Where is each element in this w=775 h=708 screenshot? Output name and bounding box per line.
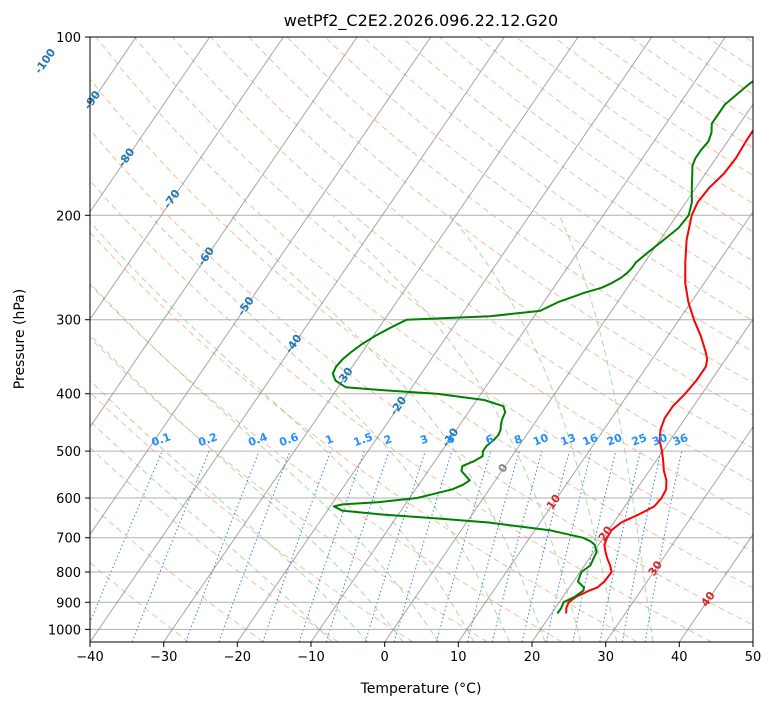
isotherm-line: [90, 37, 505, 642]
mixing-ratio-label: 0.2: [197, 430, 220, 449]
y-tick-label: 800: [56, 566, 81, 581]
x-tick-label: 40: [671, 650, 688, 665]
mixing-ratio-line: [621, 450, 662, 642]
moist-adiabat: [90, 379, 369, 642]
moist-adiabat: [90, 420, 333, 642]
mixing-ratio-label: 1: [324, 432, 336, 447]
mixing-ratio-label: 16: [581, 431, 600, 449]
y-tick-label: 100: [56, 31, 81, 46]
mixing-ratio-label: 0.4: [247, 430, 270, 449]
isotherm-line: [90, 37, 432, 536]
mixing-ratio-line: [262, 450, 332, 642]
x-tick-label: −20: [224, 650, 251, 665]
moist-adiabat: [90, 334, 404, 642]
x-tick-label: −40: [76, 650, 103, 665]
isotherm-line: [236, 37, 653, 642]
mixing-ratio-label: 36: [671, 431, 690, 449]
x-tick-label: 10: [450, 650, 467, 665]
dry-adiabat: [210, 37, 753, 449]
mixing-ratio-line: [393, 450, 453, 642]
mixing-ratio-line: [521, 450, 570, 642]
x-tick-label: 30: [597, 650, 614, 665]
dry-adiabat: [90, 128, 753, 626]
y-tick-label: 700: [56, 532, 81, 547]
dry-adiabat: [248, 37, 753, 416]
mixing-ratio-label: 1.5: [352, 430, 375, 449]
moist-adiabat: [332, 214, 582, 642]
mixing-ratio-line: [572, 450, 617, 642]
dry-adiabat: [90, 337, 488, 642]
x-axis-label: Temperature (°C): [360, 681, 482, 697]
isotherm-line: [678, 533, 753, 642]
dry-adiabat: [90, 503, 264, 642]
mixing-ratio-line: [467, 450, 520, 642]
mixing-ratio-label: 0.1: [150, 430, 173, 449]
mixing-ratio-line: [644, 450, 683, 642]
x-tick-label: 0: [381, 650, 389, 665]
y-tick-label: 400: [56, 388, 81, 403]
y-tick-label: 200: [56, 209, 81, 224]
dry-adiabat: [90, 179, 712, 642]
mixing-ratio-line: [599, 450, 641, 642]
mixing-ratio-label: 8: [512, 432, 524, 447]
temperature-profile-line: [565, 128, 753, 614]
isotherm-line: [531, 318, 753, 642]
moist-adiabat: [558, 215, 654, 642]
mixing-ratio-label: 3: [418, 432, 430, 447]
y-tick-label: 300: [56, 314, 81, 329]
dry-adiabat: [90, 78, 753, 589]
x-tick-label: 20: [524, 650, 541, 665]
dry-adiabat: [134, 37, 753, 517]
y-tick-label: 500: [56, 445, 81, 460]
dry-adiabat: [95, 37, 753, 553]
dry-adiabat: [90, 284, 563, 642]
mixing-ratio-line: [364, 450, 426, 642]
dry-adiabat: [477, 37, 753, 233]
isotherm-line: [90, 37, 284, 321]
y-tick-label: 900: [56, 596, 81, 611]
dry-adiabat: [90, 447, 339, 642]
dry-adiabat: [439, 37, 753, 262]
dry-adiabat: [362, 37, 753, 322]
mixing-ratio-label: 0.6: [277, 430, 300, 449]
y-axis-label: Pressure (hPa): [12, 289, 28, 389]
moist-adiabat: [90, 282, 439, 642]
moist-adiabat: [449, 214, 618, 642]
mixing-ratio-label: 25: [630, 431, 649, 448]
moist-adiabat: [90, 221, 475, 642]
isotherm-line: [384, 103, 753, 642]
isotherm-line: [457, 210, 753, 642]
plot-frame: [89, 36, 754, 643]
mixing-ratio-label: 13: [559, 431, 578, 448]
moist-adiabat: [149, 214, 510, 642]
mixing-ratio-line: [491, 450, 543, 642]
y-tick-label: 600: [56, 492, 81, 507]
moist-adiabat: [230, 214, 546, 642]
mixing-ratio-label: 30: [650, 431, 669, 449]
mixing-ratio-label: 10: [531, 431, 550, 449]
isotherm-line: [90, 37, 358, 428]
dry-adiabat: [286, 37, 753, 384]
mixing-ratio-label: 2: [382, 432, 394, 447]
isotherm-line: [90, 37, 211, 213]
mixing-ratio-line: [298, 450, 365, 642]
chart-title: wetPf2_C2E2.2026.096.22.12.G20: [284, 11, 558, 31]
mixing-ratio-line: [325, 450, 390, 642]
dry-adiabat: [401, 37, 753, 292]
dewpoint-profile-line: [331, 80, 753, 615]
x-tick-label: −30: [150, 650, 177, 665]
mixing-ratio-label: 6: [484, 432, 496, 447]
mixing-ratio-label: 20: [605, 431, 624, 449]
mixing-ratio-label: 4: [445, 432, 457, 447]
isotherm-line: [605, 426, 753, 642]
y-tick-label: 1000: [48, 623, 81, 638]
mixing-ratio-line: [435, 450, 492, 642]
x-tick-label: 50: [745, 650, 762, 665]
isotherm-line: [310, 37, 726, 642]
mixing-ratio-line: [90, 450, 163, 624]
dry-adiabat: [90, 231, 638, 642]
x-tick-label: −10: [297, 650, 324, 665]
